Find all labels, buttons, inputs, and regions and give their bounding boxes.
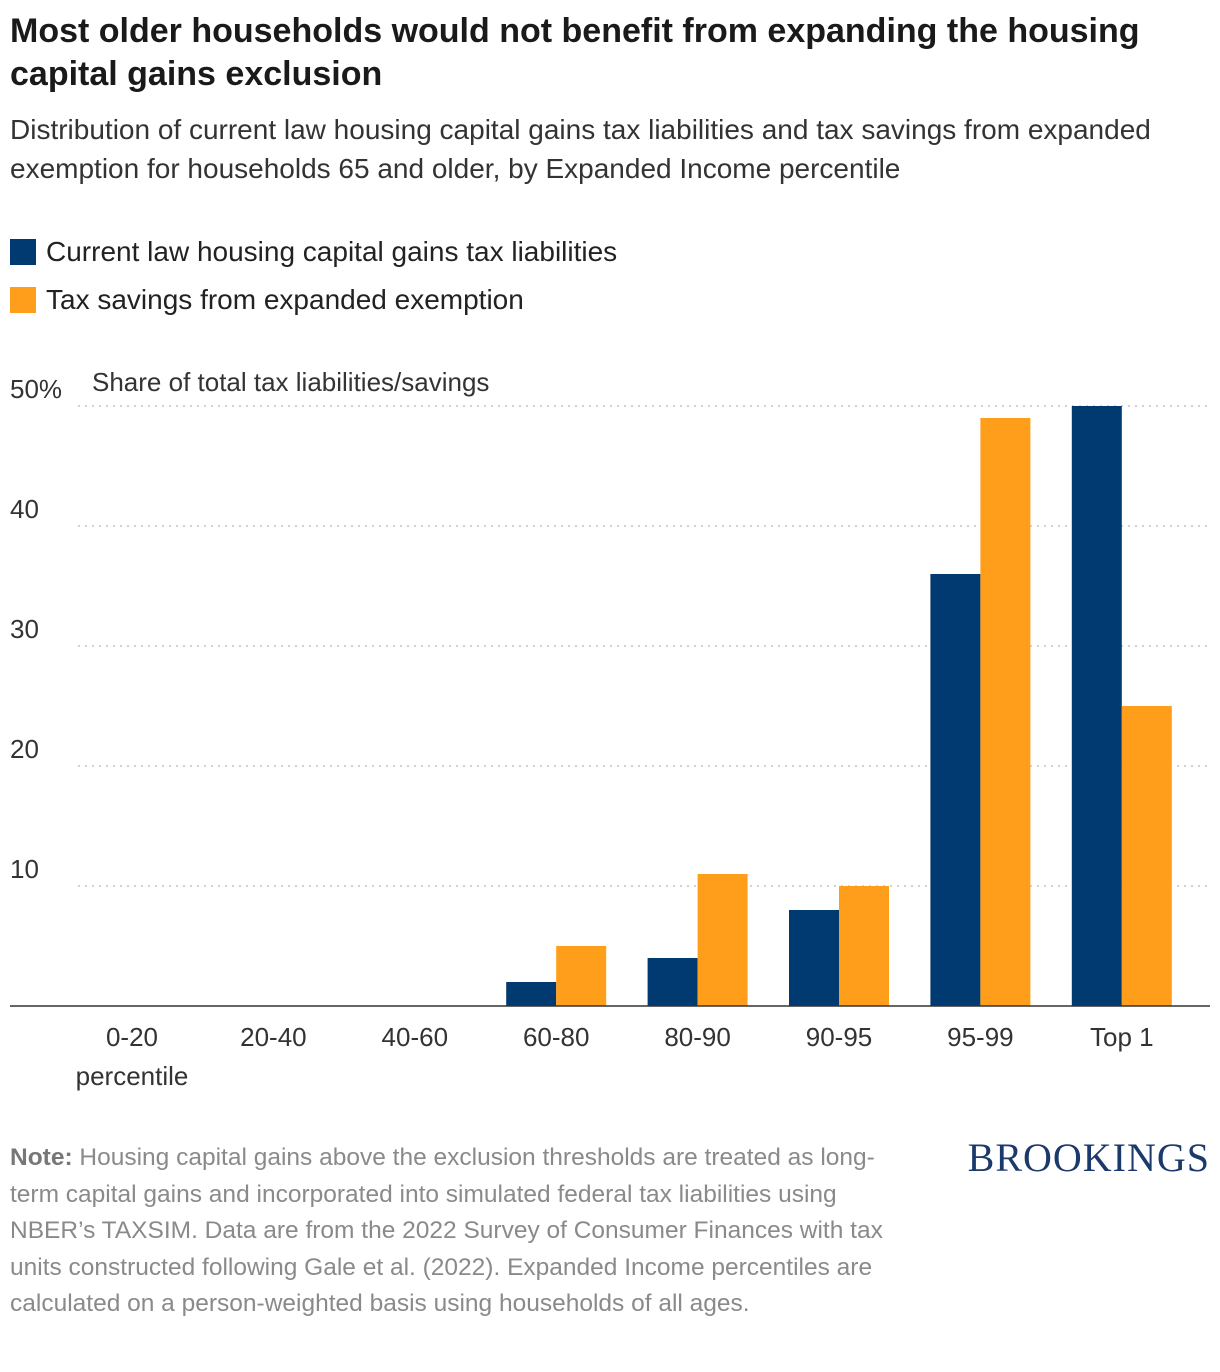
- bar-liabilities-4: [647, 958, 698, 1006]
- x-tick-label-1: 20-40: [240, 1022, 307, 1052]
- x-tick-label-5: 90-95: [806, 1022, 873, 1052]
- bar-liabilities-5: [789, 910, 839, 1006]
- bar-liabilities-3: [506, 982, 557, 1006]
- bar-savings-3: [556, 946, 607, 1006]
- y-tick-label-40: 40: [10, 494, 39, 524]
- x-tick-label-2: 40-60: [382, 1022, 449, 1052]
- note-label: Note:: [10, 1144, 73, 1171]
- y-tick-label-50: 50%: [10, 374, 62, 404]
- brookings-logo: BROOKINGS: [967, 1135, 1210, 1180]
- bar-savings-6: [980, 418, 1031, 1006]
- bar-chart: 10 20 30 40 50% Share of total tax liabilitie…: [10, 367, 1210, 1091]
- x-tick-label-0: 0-20 percentile: [76, 1022, 189, 1091]
- axes: 10 20 30 40 50% Share of total tax liabilitie…: [10, 367, 1210, 1091]
- bar-savings-5: [839, 886, 889, 1006]
- legend-item-savings: Tax savings from expanded exemption: [10, 276, 617, 324]
- chart-title: Most older households would not benefit …: [10, 12, 1140, 93]
- legend-swatch-savings: [10, 287, 36, 313]
- legend-label-liabilities: Current law housing capital gains tax li…: [46, 236, 618, 267]
- y-axis-title: Share of total tax liabilities/savings: [92, 367, 489, 397]
- gridlines: [78, 405, 1210, 887]
- legend-label-savings: Tax savings from expanded exemption: [46, 284, 524, 315]
- x-tick-label-7: Top 1: [1090, 1022, 1154, 1052]
- y-tick-label-10: 10: [10, 854, 39, 884]
- x-tick-label-3: 60-80: [523, 1022, 590, 1052]
- bars: [506, 406, 1172, 1006]
- bar-liabilities-6: [930, 574, 981, 1006]
- bar-savings-4: [697, 874, 748, 1006]
- y-tick-label-20: 20: [10, 734, 39, 764]
- x-tick-label-6: 95-99: [947, 1022, 1014, 1052]
- note-text: Housing capital gains above the exclusio…: [10, 1144, 883, 1318]
- x-tick-label-4: 80-90: [664, 1022, 731, 1052]
- bar-savings-7: [1121, 706, 1172, 1006]
- legend-item-liabilities: Current law housing capital gains tax li…: [10, 228, 617, 276]
- bar-liabilities-7: [1071, 406, 1122, 1006]
- legend: Current law housing capital gains tax li…: [10, 228, 617, 324]
- legend-swatch-liabilities: [10, 239, 36, 265]
- footnote: Note: Housing capital gains above the ex…: [10, 1140, 910, 1323]
- chart-subtitle: Distribution of current law housing capi…: [10, 114, 1151, 184]
- y-tick-label-30: 30: [10, 614, 39, 644]
